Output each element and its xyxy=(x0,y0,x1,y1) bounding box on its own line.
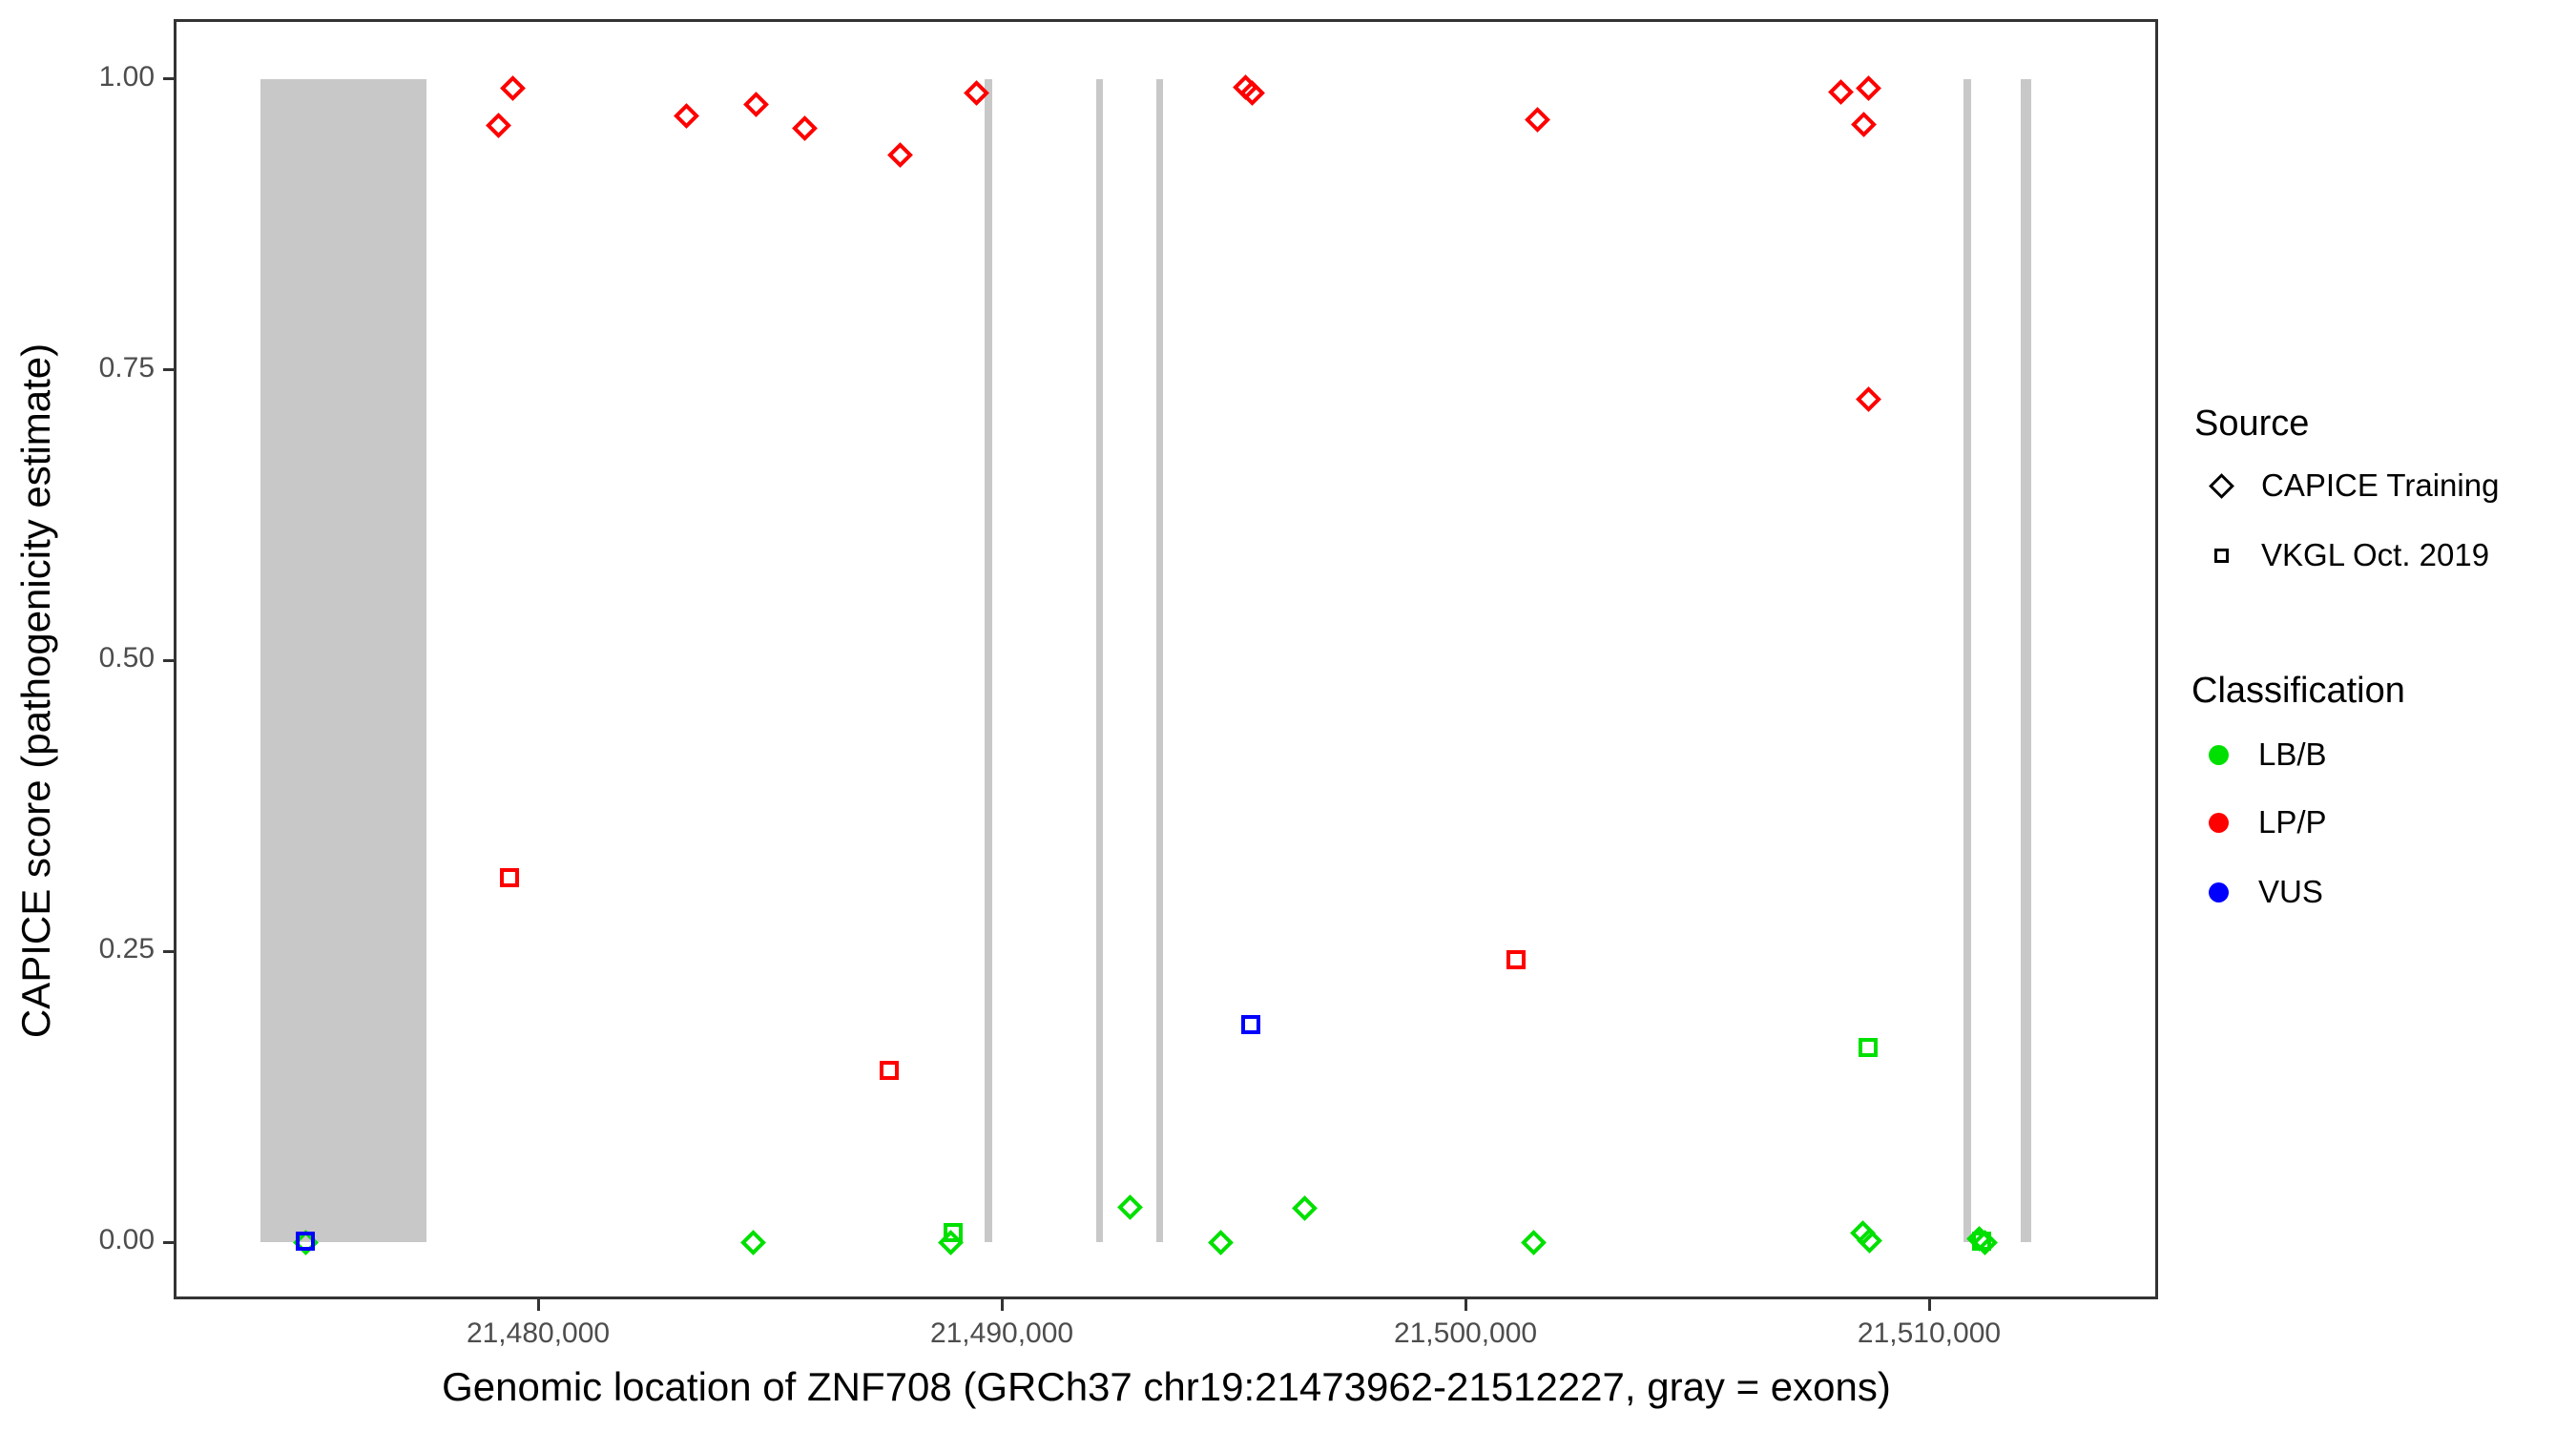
y-tick-mark xyxy=(163,1240,175,1244)
exon-bar xyxy=(1155,78,1163,1242)
plot-panel xyxy=(174,19,2158,1299)
y-tick-label: 0.00 xyxy=(98,1224,155,1256)
green-dot-icon xyxy=(2192,744,2245,765)
legend-item-label: LP/P xyxy=(2258,804,2327,840)
y-axis-title: CAPICE score (pathogenicity estimate) xyxy=(13,342,58,1039)
blue-dot-icon xyxy=(2192,881,2245,902)
x-tick-label: 21,490,000 xyxy=(929,1317,1074,1349)
x-tick-mark xyxy=(536,1299,540,1311)
data-point-square xyxy=(1241,1015,1260,1035)
y-tick-mark xyxy=(163,658,175,662)
legend-item-label: LB/B xyxy=(2258,736,2327,772)
x-tick-label: 21,480,000 xyxy=(466,1317,611,1349)
exon-bar xyxy=(1095,78,1103,1242)
legend-item-capice-training: CAPICE Training xyxy=(2194,466,2499,506)
x-tick-mark xyxy=(1464,1299,1467,1311)
data-point-square xyxy=(1506,949,1527,969)
legend-item-vkgl: VKGL Oct. 2019 xyxy=(2194,535,2499,575)
y-tick-mark xyxy=(163,368,175,372)
legend-item-lpp: LP/P xyxy=(2192,802,2405,842)
y-tick-mark xyxy=(163,77,175,81)
y-tick-label: 0.50 xyxy=(98,642,155,674)
y-tick-label: 0.75 xyxy=(98,351,155,384)
legend-item-vus: VUS xyxy=(2192,872,2405,912)
red-dot-icon xyxy=(2192,812,2245,833)
x-tick-mark xyxy=(1000,1299,1004,1311)
legend-source-title: Source xyxy=(2194,404,2310,444)
x-axis-title: Genomic location of ZNF708 (GRCh37 chr19… xyxy=(442,1364,1891,1409)
data-point-square xyxy=(1858,1038,1878,1058)
data-point-square xyxy=(943,1223,963,1243)
exon-bar xyxy=(1963,78,1972,1242)
y-tick-label: 1.00 xyxy=(98,60,155,93)
exon-bar xyxy=(260,78,426,1242)
data-point-square xyxy=(1971,1231,1991,1251)
diamond-marker-icon xyxy=(2194,472,2248,499)
legend-classification-title: Classification xyxy=(2192,671,2405,711)
y-tick-label: 0.25 xyxy=(98,933,155,965)
legend-source: Source CAPICE Training VKGL Oct. 2019 xyxy=(2194,404,2499,575)
legend-classification: Classification LB/B LP/P VUS xyxy=(2192,671,2405,912)
legend-item-label: VKGL Oct. 2019 xyxy=(2261,537,2490,572)
data-point-square xyxy=(499,868,519,888)
exon-bar xyxy=(985,78,993,1242)
x-tick-label: 21,500,000 xyxy=(1393,1317,1538,1349)
exon-bar xyxy=(2021,78,2032,1242)
x-tick-mark xyxy=(1927,1299,1931,1311)
legend-item-label: CAPICE Training xyxy=(2261,467,2500,503)
data-point-square xyxy=(296,1231,316,1251)
data-point-square xyxy=(879,1060,899,1080)
legend-item-label: VUS xyxy=(2258,874,2323,909)
square-marker-icon xyxy=(2194,548,2248,563)
legend-item-lbb: LB/B xyxy=(2192,735,2405,775)
y-tick-mark xyxy=(163,949,175,953)
x-tick-label: 21,510,000 xyxy=(1857,1317,2002,1349)
